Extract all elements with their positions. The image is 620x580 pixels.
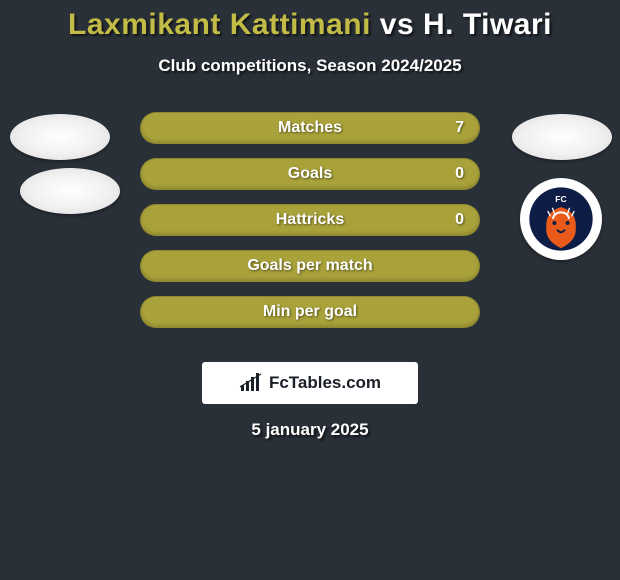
- title-vs: vs: [380, 8, 414, 41]
- bar-label: Matches: [140, 112, 480, 144]
- bar-label: Goals: [140, 158, 480, 190]
- title-player1: Laxmikant Kattimani: [68, 8, 371, 41]
- bar-label: Min per goal: [140, 296, 480, 328]
- page-title: Laxmikant Kattimani vs H. Tiwari: [0, 0, 620, 42]
- bar-row-matches: Matches 7: [140, 112, 480, 144]
- bar-row-hattricks: Hattricks 0: [140, 204, 480, 236]
- bar-value: 7: [455, 112, 464, 144]
- bar-label: Goals per match: [140, 250, 480, 282]
- date-text: 5 january 2025: [0, 420, 620, 440]
- bar-label: Hattricks: [140, 204, 480, 236]
- bar-row-goals: Goals 0: [140, 158, 480, 190]
- bar-row-min-per-goal: Min per goal: [140, 296, 480, 328]
- subtitle: Club competitions, Season 2024/2025: [0, 56, 620, 76]
- bar-chart-icon: [239, 373, 263, 393]
- title-player2: H. Tiwari: [423, 8, 552, 41]
- bar-row-goals-per-match: Goals per match: [140, 250, 480, 282]
- comparison-bars: Matches 7 Goals 0 Hattricks 0 Goals per …: [0, 112, 620, 352]
- bar-value: 0: [455, 204, 464, 236]
- bar-value: 0: [455, 158, 464, 190]
- attribution-badge: FcTables.com: [202, 362, 418, 404]
- attribution-text: FcTables.com: [269, 373, 381, 393]
